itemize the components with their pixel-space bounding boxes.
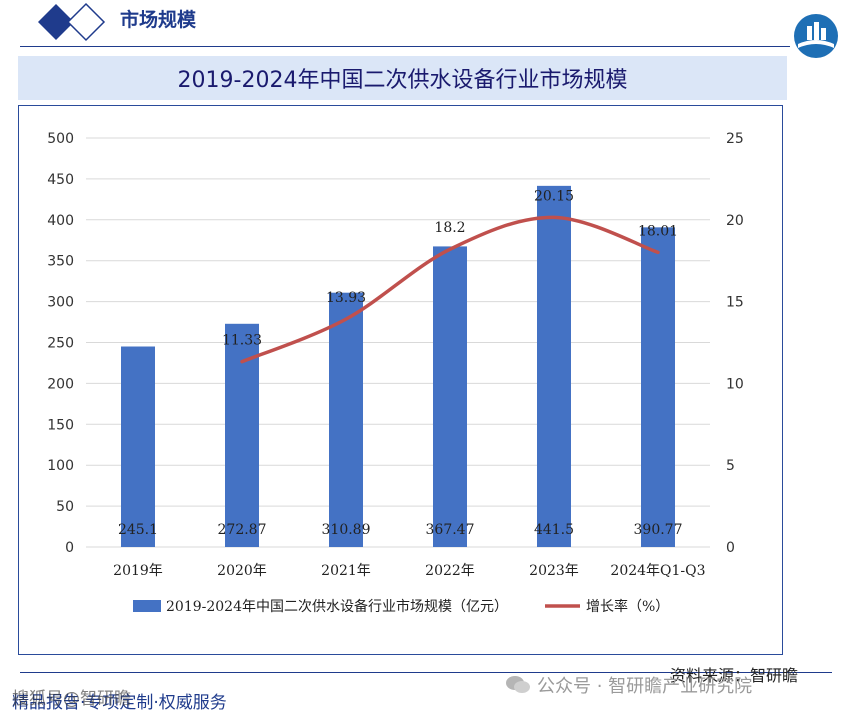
header-bar: 市场规模 <box>0 0 852 50</box>
grid-lines <box>86 137 710 548</box>
legend-line-label: 增长率（%） <box>586 598 669 615</box>
bar <box>121 346 155 547</box>
x-tick-label: 2021年 <box>321 563 371 579</box>
y-right-tick-label: 25 <box>726 131 744 147</box>
bar-value-label: 272.87 <box>218 522 267 538</box>
bar-value-label: 390.77 <box>634 522 683 538</box>
x-tick-label: 2019年 <box>113 563 163 579</box>
y-right-tick-label: 15 <box>726 295 744 311</box>
bar <box>537 185 571 547</box>
y-right-tick-label: 5 <box>726 458 735 474</box>
bar <box>641 227 675 547</box>
chart-frame <box>18 105 783 655</box>
bar-value-label: 245.1 <box>118 522 158 538</box>
x-tick-label: 2024年Q1-Q3 <box>610 563 705 579</box>
bar-value-label: 441.5 <box>534 522 574 538</box>
y-left-tick-label: 350 <box>47 254 74 270</box>
data-labels: 245.1 272.87 310.89 367.47 441.5 390.77 11.33 1… <box>118 188 683 538</box>
axis-labels: 0 50 100 150 200 250 300 350 400 450 500 0 5 10 15 20 25… <box>47 131 744 579</box>
legend-bar-label: 2019-2024年中国二次供水设备行业市场规模（亿元） <box>166 598 508 615</box>
watermark-text: 搜狐号@智研瞻 <box>12 689 131 709</box>
y-left-tick-label: 400 <box>47 213 74 229</box>
line-series <box>240 215 660 364</box>
bar-value-label: 310.89 <box>322 522 371 538</box>
y-left-tick-label: 300 <box>47 295 74 311</box>
x-tick-label: 2020年 <box>217 563 267 579</box>
y-left-tick-label: 250 <box>47 336 74 352</box>
y-left-tick-label: 0 <box>65 540 74 556</box>
diamond-decoration-icon <box>38 2 106 42</box>
y-left-tick-label: 150 <box>47 417 74 433</box>
legend: 2019-2024年中国二次供水设备行业市场规模（亿元） 增长率（%） <box>133 598 669 615</box>
y-left-tick-label: 100 <box>47 458 74 474</box>
section-title: 市场规模 <box>120 9 197 31</box>
y-left-tick-label: 450 <box>47 172 74 188</box>
y-right-tick-label: 20 <box>726 213 744 229</box>
y-left-tick-label: 50 <box>56 499 74 515</box>
y-left-tick-label: 500 <box>47 131 74 147</box>
wechat-account-name: 公众号 · 智研瞻产业研究院 <box>537 676 753 697</box>
chart-banner-title: 2019-2024年中国二次供水设备行业市场规模 <box>18 56 787 100</box>
bar <box>433 246 467 547</box>
footer-divider <box>20 672 832 673</box>
y-right-tick-label: 10 <box>726 376 744 392</box>
line-value-label: 11.33 <box>222 333 262 349</box>
slogan-text: 精品报告·专项定制·权威服务 <box>12 693 227 713</box>
wechat-icon <box>506 676 530 693</box>
building-logo-icon <box>794 14 838 58</box>
source-text: 资料来源：智研瞻 <box>670 666 799 685</box>
line-value-label: 18.2 <box>434 220 465 236</box>
bar <box>329 292 363 547</box>
line-value-label: 13.93 <box>326 290 366 306</box>
line-value-label: 20.15 <box>534 188 574 204</box>
y-left-tick-label: 200 <box>47 376 74 392</box>
growth-rate-line <box>240 215 660 364</box>
y-right-tick-label: 0 <box>726 540 735 556</box>
bar-value-label: 367.47 <box>426 522 475 538</box>
wechat-account: 公众号 · 智研瞻产业研究院 <box>505 672 752 698</box>
header-divider <box>20 46 790 47</box>
legend-bar-swatch <box>133 600 161 612</box>
line-value-label: 18.01 <box>638 223 678 239</box>
x-tick-label: 2022年 <box>425 563 475 579</box>
bar-series <box>121 185 675 547</box>
x-tick-label: 2023年 <box>529 563 579 579</box>
